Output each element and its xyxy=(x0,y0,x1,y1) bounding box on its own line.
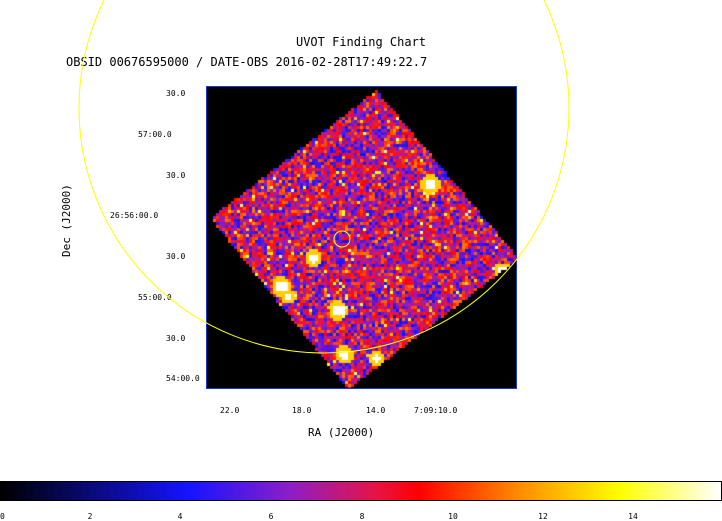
dec-tick-label: 55:00.0 xyxy=(138,293,172,302)
colorbar-tick: 8 xyxy=(359,512,365,521)
y-axis-label: Dec (J2000) xyxy=(60,184,73,257)
dec-tick-label: 30.0 xyxy=(166,171,186,180)
colorbar-tick: 10 xyxy=(448,512,458,521)
colorbar xyxy=(0,481,722,501)
colorbar-tick: 12 xyxy=(538,512,548,521)
colorbar-tick: 4 xyxy=(177,512,183,521)
colorbar-tick: 0 xyxy=(0,512,5,521)
dec-tick-label: 57:00.0 xyxy=(138,130,172,139)
colorbar-tick: 14 xyxy=(628,512,638,521)
dec-tick-label: 26:56:00.0 xyxy=(110,211,159,220)
ra-tick-label: 22.0 xyxy=(220,406,240,415)
ra-tick-label: 18.0 xyxy=(292,406,312,415)
dec-tick-label: 30.0 xyxy=(166,89,186,98)
dec-tick-label: 54:00.0 xyxy=(166,374,200,383)
colorbar-tick: 6 xyxy=(268,512,274,521)
sky-image-panel xyxy=(206,86,517,389)
ra-tick-label: 7:09:10.0 xyxy=(414,406,458,415)
dec-tick-label: 30.0 xyxy=(166,252,186,261)
x-axis-label: RA (J2000) xyxy=(308,426,375,439)
chart-subtitle: OBSID 00676595000 / DATE-OBS 2016-02-28T… xyxy=(66,55,428,69)
colorbar-tick: 2 xyxy=(87,512,93,521)
sky-image xyxy=(207,87,516,388)
ra-tick-label: 14.0 xyxy=(366,406,386,415)
chart-title: UVOT Finding Chart xyxy=(295,35,427,49)
dec-tick-label: 30.0 xyxy=(166,334,186,343)
